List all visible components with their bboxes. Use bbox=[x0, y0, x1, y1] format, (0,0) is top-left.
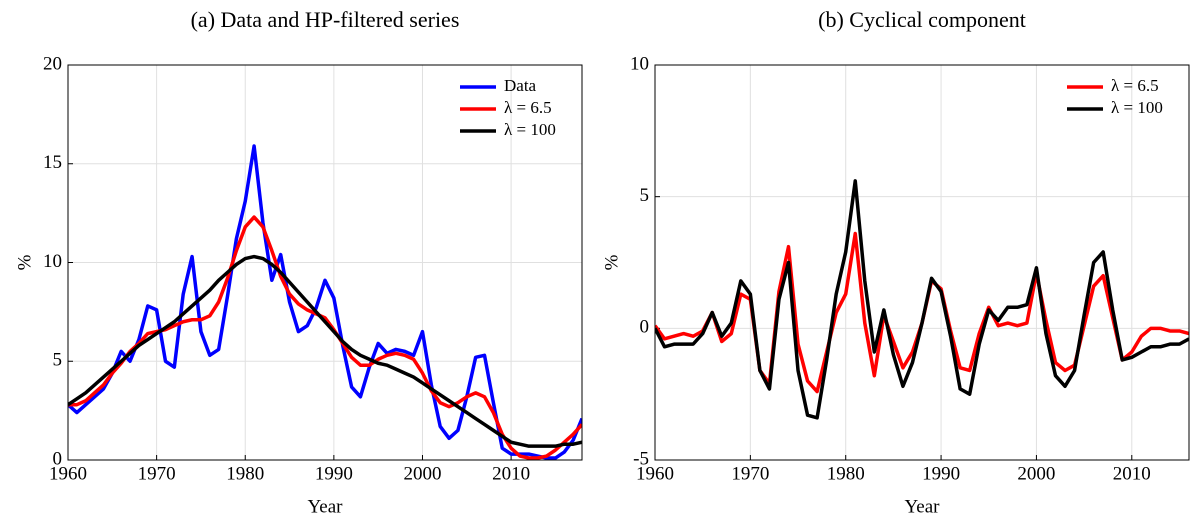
series-line bbox=[68, 144, 582, 460]
x-tick-label: 1970 bbox=[138, 463, 176, 484]
legend-label: λ = 6.5 bbox=[504, 98, 552, 117]
x-tick-label: 1960 bbox=[636, 463, 674, 484]
x-tick-label: 1980 bbox=[827, 463, 865, 484]
y-axis-label: % bbox=[601, 254, 622, 270]
series-line bbox=[68, 215, 582, 460]
legend: Data λ = 6.5 λ = 100 bbox=[460, 76, 556, 139]
y-tick-label: 10 bbox=[43, 251, 62, 272]
y-tick-label: 15 bbox=[43, 152, 62, 173]
x-tick-label: 1960 bbox=[49, 463, 87, 484]
plot-frame bbox=[67, 64, 583, 461]
legend: λ = 6.5 λ = 100 bbox=[1067, 76, 1163, 117]
chart-title: (b) Cyclical component bbox=[818, 7, 1026, 32]
series-line bbox=[655, 179, 1189, 420]
chart: (b) Cyclical component Year% -5 0 5 10 1960 197… bbox=[601, 7, 1190, 517]
x-tick-label: 2010 bbox=[492, 463, 530, 484]
chart-title: (a) Data and HP-filtered series bbox=[191, 7, 460, 32]
legend-label: λ = 100 bbox=[1111, 98, 1163, 117]
y-tick-label: 0 bbox=[640, 317, 650, 338]
x-tick-label: 1990 bbox=[315, 463, 353, 484]
y-tick-label: 5 bbox=[53, 350, 63, 371]
y-axis-label: % bbox=[14, 254, 35, 270]
y-tick-label: 20 bbox=[43, 53, 62, 74]
x-tick-label: 1970 bbox=[731, 463, 769, 484]
y-tick-label: 0 bbox=[53, 448, 63, 469]
x-axis-label: Year bbox=[904, 496, 940, 517]
legend-label: Data bbox=[504, 76, 537, 95]
x-tick-label: 2000 bbox=[403, 463, 441, 484]
legend-label: λ = 6.5 bbox=[1111, 76, 1159, 95]
y-tick-label: -5 bbox=[633, 448, 649, 469]
x-tick-label: 1980 bbox=[226, 463, 264, 484]
y-tick-label: 10 bbox=[630, 53, 649, 74]
chart: (a) Data and HP-filtered series Year% 0 5 10… bbox=[14, 7, 583, 517]
x-tick-label: 2010 bbox=[1113, 463, 1151, 484]
plot-frame bbox=[654, 64, 1190, 461]
legend-label: λ = 100 bbox=[504, 120, 556, 139]
series-line bbox=[68, 254, 582, 448]
x-axis-label: Year bbox=[307, 496, 343, 517]
x-tick-label: 2000 bbox=[1017, 463, 1055, 484]
y-tick-label: 5 bbox=[640, 185, 650, 206]
x-tick-label: 1990 bbox=[922, 463, 960, 484]
